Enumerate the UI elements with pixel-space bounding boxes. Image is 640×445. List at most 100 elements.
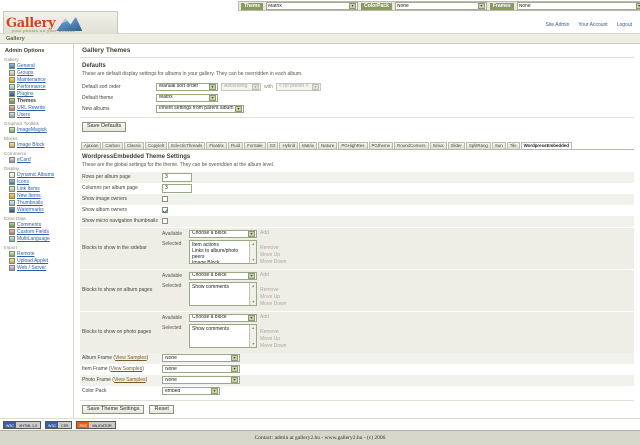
list-item[interactable]: Show comments	[192, 325, 229, 332]
list-item[interactable]: Image Block	[192, 259, 220, 264]
tab-slider[interactable]: Slider	[447, 141, 465, 149]
tab-copyleft[interactable]: Copyleft	[144, 141, 168, 149]
selected-blocks-list[interactable]: Show comments ▴ ▾	[189, 281, 257, 306]
default-theme-select[interactable]: Matrix ▾	[156, 93, 218, 102]
show-micro-nav-checkbox[interactable]	[162, 218, 168, 225]
sidebar-item-dynamic-albums[interactable]: Dynamic Albums	[9, 172, 71, 178]
list-item[interactable]: Show comments	[192, 283, 229, 290]
move-down-link[interactable]: Move Down	[260, 300, 287, 307]
scroll-down-icon[interactable]: ▾	[251, 340, 254, 346]
sidebar-item-remote[interactable]: Remote	[9, 251, 71, 257]
frame-select[interactable]: None ▾	[162, 365, 240, 374]
breadcrumb-gallery-link[interactable]: Gallery	[6, 35, 25, 42]
tab-pghighres[interactable]: PGHighRes	[338, 141, 368, 149]
available-block-select[interactable]: Choose a block ▾	[189, 271, 257, 280]
tab-pgtheme[interactable]: PGtheme	[368, 141, 394, 149]
default-sort-order-select[interactable]: Manual sort order ▾	[156, 82, 218, 91]
sidebar-item-icons[interactable]: Icons	[9, 179, 71, 185]
remove-block-link[interactable]: Remove	[260, 244, 279, 251]
sidebar-item-themes[interactable]: Themes	[9, 98, 71, 104]
sidebar-item-groups[interactable]: Groups	[9, 70, 71, 76]
sidebar-item-web-server[interactable]: Web / Server	[9, 265, 71, 271]
move-down-link[interactable]: Move Down	[260, 342, 287, 349]
view-samples-link[interactable]: View Samples	[115, 355, 147, 362]
sidebar-item-watermarks[interactable]: Watermarks	[9, 207, 71, 213]
chevron-down-icon[interactable]: ▾	[635, 3, 640, 9]
site-admin-link[interactable]: Site Admin	[545, 22, 570, 28]
chevron-down-icon[interactable]: ▾	[211, 388, 218, 395]
list-item[interactable]: Links to album/photo peers	[192, 247, 239, 260]
tab-fluid[interactable]: Fluid	[227, 141, 244, 149]
sidebar-item-imagemagick[interactable]: ImageMagick	[9, 127, 71, 133]
your-account-link[interactable]: Your Account	[578, 22, 608, 28]
available-block-select[interactable]: Choose a block ▾	[189, 229, 257, 238]
move-up-link[interactable]: Move Up	[260, 251, 281, 258]
validator-badge[interactable]: RSS VALIDATOR	[76, 420, 116, 429]
tab-g3[interactable]: G3	[266, 141, 279, 149]
tab-tile[interactable]: Tile	[506, 141, 520, 149]
new-albums-select[interactable]: Inherit settings from parent album ▾	[156, 104, 244, 113]
tab-nature[interactable]: Nature	[318, 141, 338, 149]
sidebar-item-maintenance[interactable]: Maintenance	[9, 77, 71, 83]
sidebar-item-custom-fields[interactable]: Custom Fields	[9, 229, 71, 235]
tab-matrix[interactable]: Matrix	[299, 141, 318, 149]
scroll-up-icon[interactable]: ▴	[251, 282, 254, 288]
chevron-down-icon[interactable]: ▾	[248, 314, 255, 321]
chevron-down-icon[interactable]: ▾	[235, 105, 242, 112]
tab-eclecticthreads[interactable]: EclecticThreads	[168, 141, 206, 149]
tab-hybrid[interactable]: Hybrid	[279, 141, 299, 149]
chevron-down-icon[interactable]: ▾	[349, 3, 357, 9]
sort-preset-select[interactable]: < no preset > ▾	[275, 82, 321, 91]
tab-classic[interactable]: Classic	[123, 141, 144, 149]
logout-link[interactable]: Logout	[616, 22, 632, 28]
validator-badge[interactable]: W3C CSS	[45, 420, 73, 429]
chevron-down-icon[interactable]: ▾	[209, 94, 216, 101]
sidebar-item-comments[interactable]: Comments	[9, 222, 71, 228]
tab-floatrix[interactable]: Floatrix	[206, 141, 227, 149]
sort-direction-select[interactable]: Ascending ▾	[221, 82, 261, 91]
theme-bar-frames-select[interactable]: None ▾	[516, 2, 640, 10]
move-down-link[interactable]: Move Down	[260, 258, 287, 265]
sidebar-item-multilanguage[interactable]: MultiLanguage	[9, 236, 71, 242]
sidebar-item-users[interactable]: Users	[9, 112, 71, 118]
scrollbar[interactable]: ▴ ▾	[249, 282, 256, 305]
selected-blocks-list[interactable]: Show comments ▴ ▾	[189, 323, 257, 348]
sidebar-item-upload-applet[interactable]: Upload Applet	[9, 258, 71, 264]
sidebar-item-plugins[interactable]: Plugins	[9, 91, 71, 97]
chevron-down-icon[interactable]: ▾	[252, 83, 259, 90]
show-image-owners-checkbox[interactable]	[162, 196, 168, 203]
frame-select[interactable]: None ▾	[162, 354, 240, 363]
scrollbar[interactable]: ▴ ▾	[249, 240, 256, 263]
available-block-select[interactable]: Choose a block ▾	[189, 313, 257, 322]
tab-wordpressembedded[interactable]: WordpressEmbedded	[520, 141, 572, 149]
move-up-link[interactable]: Move Up	[260, 335, 281, 342]
chevron-down-icon[interactable]: ▾	[231, 366, 238, 373]
tab-siriux[interactable]: Siriux	[429, 141, 447, 149]
chevron-down-icon[interactable]: ▾	[231, 377, 238, 384]
tab-carbon[interactable]: Carbon	[102, 141, 123, 149]
chevron-down-icon[interactable]: ▾	[231, 355, 238, 362]
view-samples-link[interactable]: View Samples	[113, 377, 146, 384]
gallery-logo[interactable]: Gallery your photos on your website	[3, 11, 118, 35]
sidebar-item-performance[interactable]: Performance	[9, 84, 71, 90]
scroll-down-icon[interactable]: ▾	[251, 256, 254, 262]
tab-ajaxian[interactable]: Ajaxian	[81, 141, 102, 149]
scrollbar[interactable]: ▴ ▾	[249, 324, 256, 347]
selected-blocks-list[interactable]: Item actions Links to album/photo peers Im…	[189, 239, 257, 264]
sidebar-item-link-items[interactable]: Link Items	[9, 186, 71, 192]
view-samples-link[interactable]: View Samples	[110, 366, 143, 373]
move-up-link[interactable]: Move Up	[260, 293, 281, 300]
chevron-down-icon[interactable]: ▾	[311, 83, 319, 90]
tab-sun[interactable]: Sun	[491, 141, 506, 149]
reset-button[interactable]: Reset	[149, 404, 174, 415]
list-item[interactable]: Item actions	[192, 241, 219, 248]
chevron-down-icon[interactable]: ▾	[477, 3, 485, 9]
chevron-down-icon[interactable]: ▾	[209, 83, 216, 90]
validator-badge[interactable]: W3C XHTML 1.0	[3, 420, 42, 429]
chevron-down-icon[interactable]: ▾	[248, 230, 255, 237]
tab-roundcorners[interactable]: RoundCorners	[394, 141, 429, 149]
add-block-link[interactable]: Add	[260, 271, 269, 278]
remove-block-link[interactable]: Remove	[260, 286, 279, 293]
remove-block-link[interactable]: Remove	[260, 328, 279, 335]
add-block-link[interactable]: Add	[260, 229, 269, 236]
